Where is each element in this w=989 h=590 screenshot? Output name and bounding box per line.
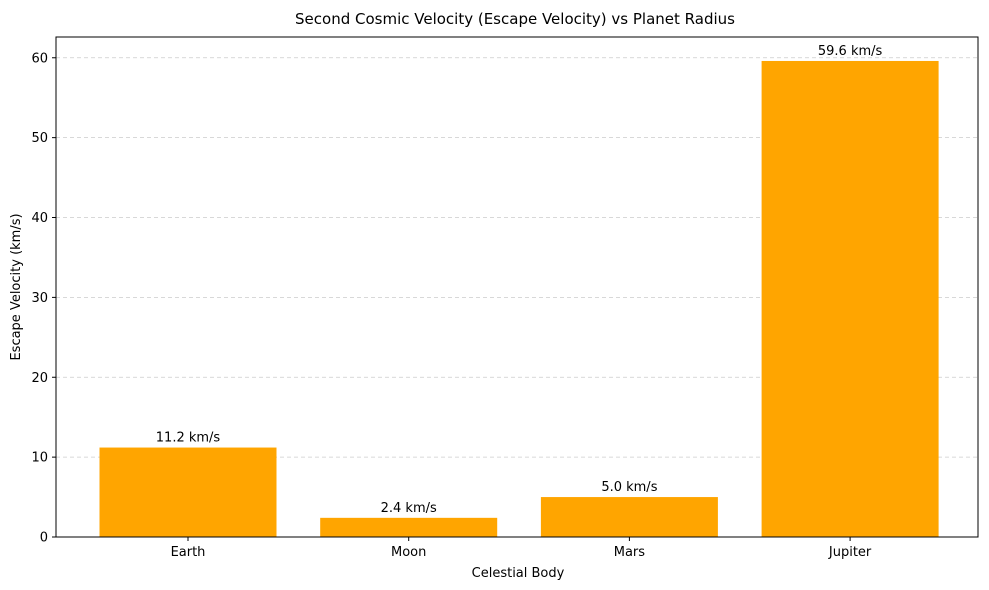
bar-jupiter [761,60,939,537]
x-axis-label: Celestial Body [472,566,565,581]
y-tick-label: 40 [31,211,48,226]
y-axis-label: Escape Velocity (km/s) [9,213,24,360]
data-label-moon: 2.4 km/s [381,501,437,516]
x-tick-label-earth: Earth [171,545,206,560]
y-tick-label: 10 [31,451,48,466]
bars [99,60,939,537]
y-tick-label: 60 [31,51,48,66]
chart-title: Second Cosmic Velocity (Escape Velocity)… [295,10,735,28]
x-tick-label-mars: Mars [614,545,646,560]
data-labels: 11.2 km/s 2.4 km/s 5.0 km/s 59.6 km/s [156,44,883,516]
y-tick-label: 20 [31,371,48,386]
y-tick-label: 0 [40,531,48,546]
plot-frame [55,36,979,538]
y-tick-label: 50 [31,131,48,146]
data-label-mars: 5.0 km/s [601,480,657,495]
data-label-earth: 11.2 km/s [156,431,221,446]
axes: 0 10 20 30 40 50 60 Earth Moon Mars Jupiter [31,36,979,560]
data-label-jupiter: 59.6 km/s [818,44,883,59]
x-tick-label-jupiter: Jupiter [828,545,872,560]
bar-earth [99,447,277,537]
y-tick-label: 30 [31,291,48,306]
bar-mars [540,497,718,537]
x-tick-label-moon: Moon [391,545,426,560]
bar-moon [320,517,498,537]
